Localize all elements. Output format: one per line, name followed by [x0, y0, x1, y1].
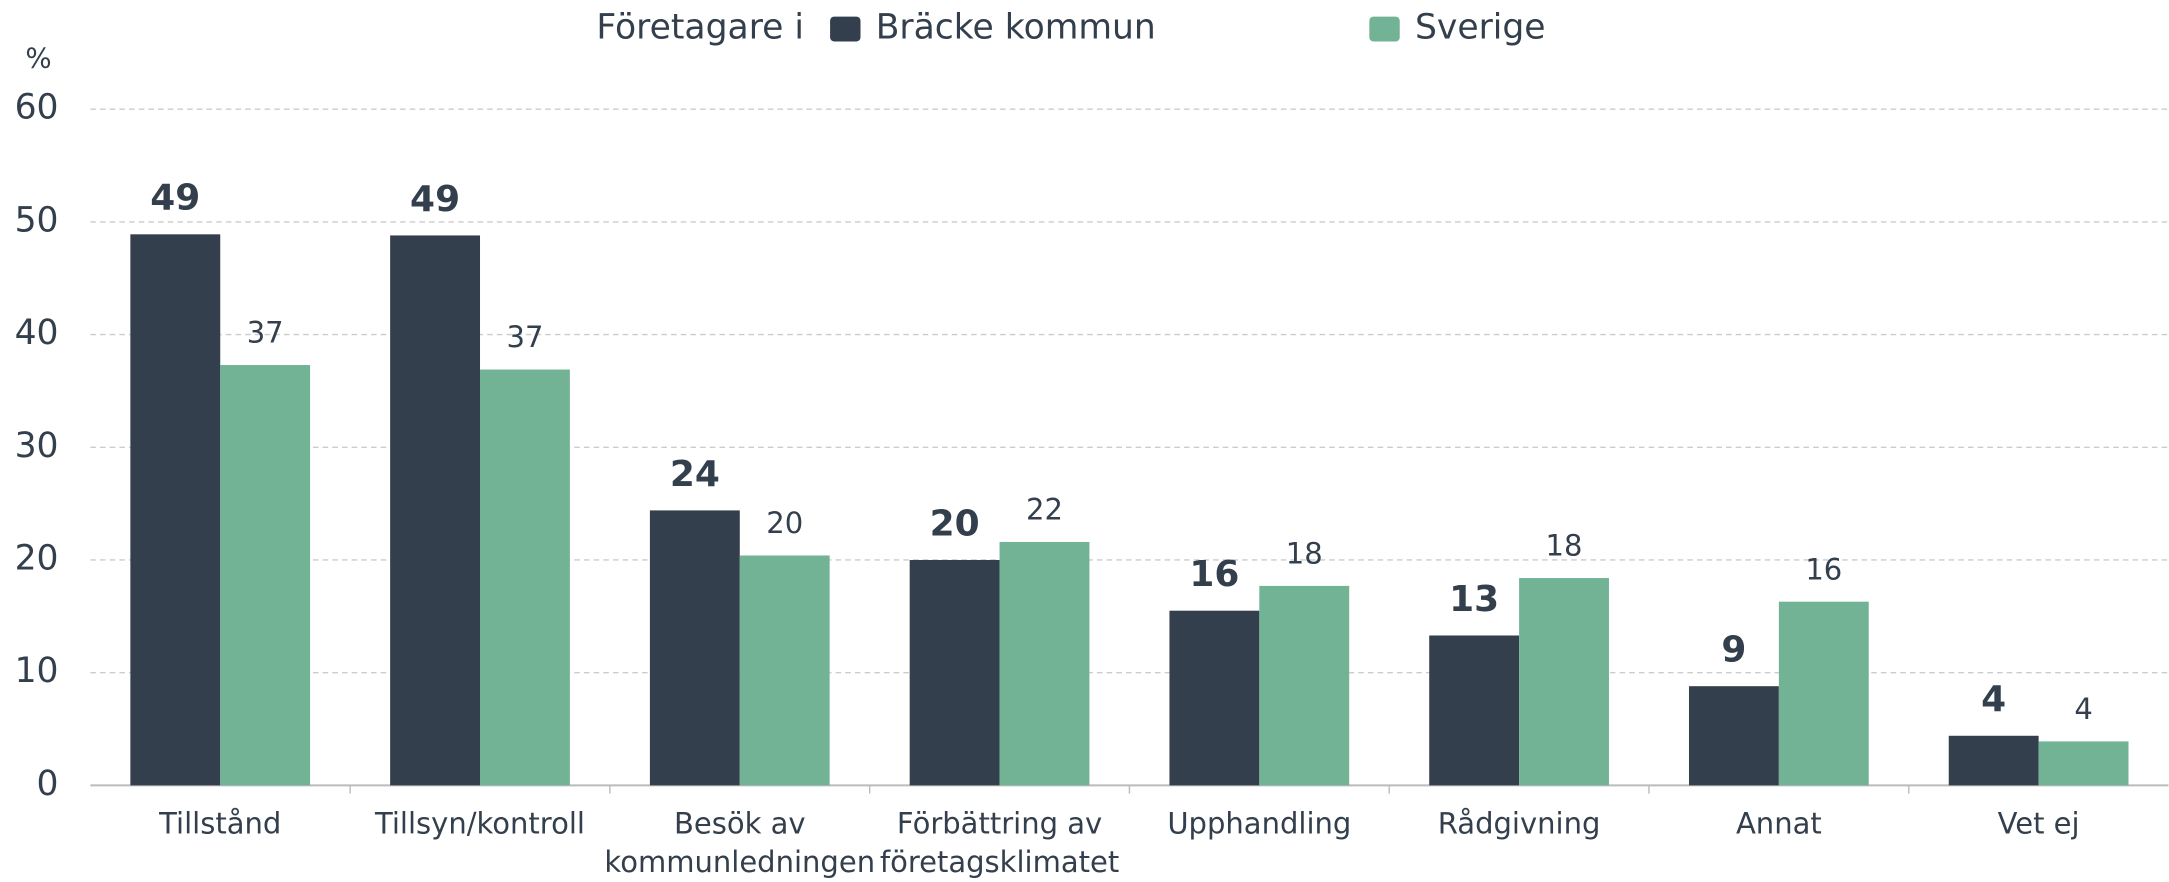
- data-label: 24: [670, 454, 720, 495]
- y-tick-label: 50: [15, 200, 59, 240]
- data-label: 18: [1546, 529, 1583, 563]
- data-label: 49: [150, 178, 200, 219]
- bar: [390, 235, 481, 786]
- x-tick-label: Annat: [1736, 806, 1822, 840]
- bar: [1778, 601, 1869, 786]
- bar: [480, 369, 570, 786]
- x-tick-label: Vet ej: [1998, 806, 2080, 840]
- legend-swatch: [830, 16, 861, 42]
- y-tick-label: 20: [15, 538, 59, 578]
- legend-title: Företagare i: [596, 8, 804, 48]
- bar: [909, 559, 1000, 786]
- bar: [739, 555, 830, 786]
- y-tick-label: 40: [15, 313, 59, 353]
- data-label: 37: [506, 320, 543, 354]
- y-axis-label: %: [25, 41, 51, 74]
- data-label: 49: [410, 179, 460, 220]
- bar: [1259, 585, 1350, 786]
- y-tick-label: 0: [37, 764, 59, 804]
- x-tick-label: Besök av kommunledningen: [604, 806, 875, 878]
- x-tick-label: Tillstånd: [158, 806, 281, 840]
- x-tick-label: Rådgivning: [1438, 806, 1601, 840]
- data-label: 4: [2074, 692, 2092, 726]
- data-label: 16: [1189, 554, 1239, 595]
- legend-label: Bräcke kommun: [876, 8, 1156, 48]
- legend-label: Sverige: [1415, 8, 1546, 48]
- y-tick-label: 10: [15, 651, 59, 691]
- data-label: 18: [1286, 536, 1323, 570]
- data-label: 4: [1981, 679, 2006, 720]
- bar: [2038, 741, 2129, 786]
- bar: [1519, 578, 1609, 786]
- data-label: 20: [930, 503, 980, 544]
- data-label: 20: [766, 506, 803, 540]
- bar: [1169, 610, 1260, 786]
- x-tick-label: Tillsyn/kontroll: [374, 806, 585, 840]
- data-label: 13: [1449, 579, 1499, 620]
- data-label: 16: [1805, 552, 1842, 586]
- bar: [999, 541, 1090, 786]
- bar: [1948, 735, 2039, 786]
- bar: [130, 234, 221, 786]
- data-label: 22: [1026, 493, 1063, 527]
- legend-swatch: [1369, 16, 1400, 42]
- data-label: 37: [247, 316, 284, 350]
- x-tick-label: Förbättring av företagsklimatet: [880, 806, 1119, 878]
- bar: [1688, 686, 1779, 786]
- bar: [220, 365, 311, 786]
- y-tick-label: 30: [15, 426, 59, 466]
- bar: [1429, 635, 1520, 786]
- x-tick-label: Upphandling: [1167, 806, 1351, 840]
- data-label: 9: [1721, 630, 1746, 671]
- y-tick-label: 60: [15, 88, 59, 128]
- bar: [649, 510, 740, 786]
